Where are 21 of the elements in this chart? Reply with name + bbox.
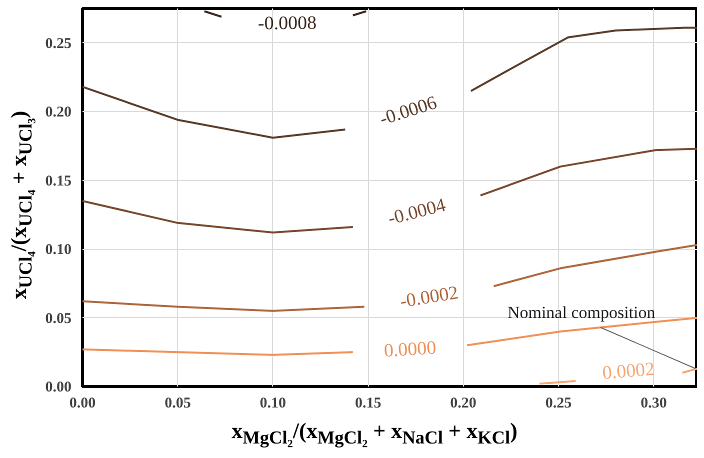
- text: x$_{MgCl₂}$/(x$_{MgCl₂}$ + x$_{NaCl}$ + x$_{KCl}$): [232, 418, 518, 448]
- y-tick-label: 0.25: [45, 36, 72, 52]
- y-tick-label: 0.15: [45, 173, 72, 190]
- text: -0.0006: [377, 92, 440, 130]
- y-tick-label: 0.05: [45, 310, 72, 327]
- series-label: 0.0002: [602, 358, 656, 384]
- y-tick-label: 0.00: [45, 380, 72, 396]
- x-tick-label: 0.25: [545, 396, 572, 412]
- x-tick-label: 0.15: [354, 396, 382, 412]
- text: -0.0002: [398, 282, 460, 313]
- x-tick-label: 0.00: [69, 396, 96, 412]
- x-tick-label: 0.30: [640, 396, 667, 412]
- x-tick-label: 0.05: [164, 396, 191, 412]
- x-tick-label: 0.10: [260, 396, 286, 412]
- annotation: Nominal composition: [507, 302, 656, 322]
- text: -0.0004: [386, 194, 448, 230]
- x-tick-label: 0.20: [450, 396, 476, 412]
- series-label: 0.0000: [383, 338, 437, 362]
- y-tick-label: 0.20: [45, 104, 72, 121]
- y-tick-label: 0.10: [45, 242, 72, 258]
- series-label: -0.0008: [258, 12, 317, 34]
